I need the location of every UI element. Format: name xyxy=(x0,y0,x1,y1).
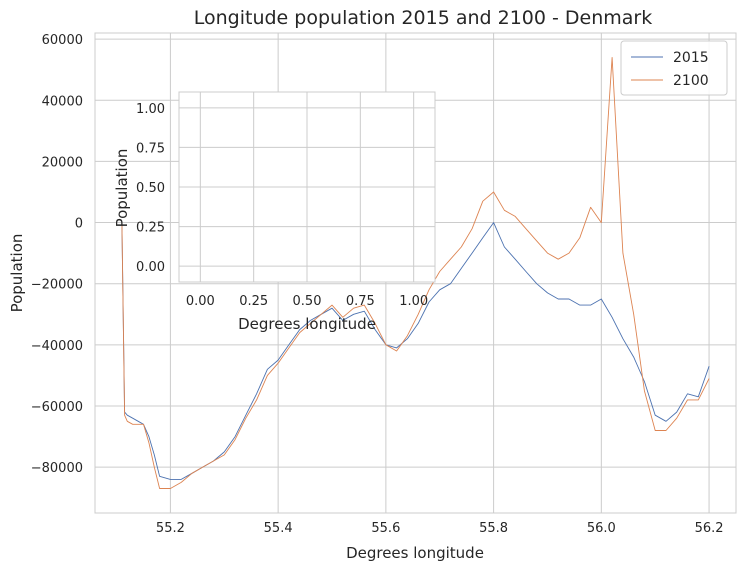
main-y-tick-label: −40000 xyxy=(31,339,83,354)
main-y-axis-label: Population xyxy=(8,234,26,313)
inset-y-tick-label: 0.00 xyxy=(136,260,165,275)
inset-y-tick-label: 1.00 xyxy=(136,102,165,117)
inset-y-tick-label: 0.50 xyxy=(136,181,165,196)
legend: 2015 2100 xyxy=(620,40,728,96)
series-line-2015 xyxy=(121,222,710,480)
inset-y-tick-label: 0.75 xyxy=(136,141,165,156)
inset-tick-labels: 0.00 0.25 0.50 0.75 1.00 0.00 0.25 0.50 0.75 1.00 xyxy=(136,102,428,309)
main-y-tick-label: −60000 xyxy=(31,400,83,415)
inset-y-axis-label: Population xyxy=(113,149,131,228)
inset-x-axis-label: Degrees longitude xyxy=(238,315,376,333)
inset-x-tick-label: 0.50 xyxy=(293,294,322,309)
main-y-tick-label: 20000 xyxy=(42,155,83,170)
inset-grid xyxy=(179,92,435,282)
main-series-lines xyxy=(121,57,710,489)
main-plot-frame xyxy=(94,32,737,514)
chart-title: Longitude population 2015 and 2100 - Den… xyxy=(194,7,652,29)
inset-x-tick-label: 0.75 xyxy=(346,294,375,309)
main-y-tick-label: 0 xyxy=(75,217,83,232)
legend-label-2015: 2015 xyxy=(673,50,709,66)
main-tick-labels: 55.2 55.4 55.6 55.8 56.0 56.2 −80000 −60000 −400… xyxy=(31,33,724,536)
main-x-tick-label: 55.8 xyxy=(479,521,508,536)
legend-box xyxy=(620,40,728,96)
inset-x-tick-label: 0.00 xyxy=(186,294,215,309)
main-x-tick-label: 55.4 xyxy=(264,521,293,536)
main-x-tick-label: 55.6 xyxy=(371,521,400,536)
series-line-2100 xyxy=(121,57,710,489)
main-y-tick-label: 60000 xyxy=(42,33,83,48)
inset-y-tick-label: 0.25 xyxy=(136,221,165,236)
legend-label-2100: 2100 xyxy=(673,73,709,89)
main-x-tick-label: 55.2 xyxy=(156,521,185,536)
inset-axes: 0.00 0.25 0.50 0.75 1.00 0.00 0.25 0.50 0.75 1.00… xyxy=(113,91,436,333)
inset-x-tick-label: 0.25 xyxy=(239,294,268,309)
main-y-tick-label: 40000 xyxy=(42,94,83,109)
main-x-tick-label: 56.2 xyxy=(695,521,724,536)
main-y-tick-label: −80000 xyxy=(31,461,83,476)
main-x-axis-label: Degrees longitude xyxy=(346,544,484,562)
main-x-tick-label: 56.0 xyxy=(587,521,616,536)
main-y-tick-label: −20000 xyxy=(31,278,83,293)
inset-x-tick-label: 1.00 xyxy=(399,294,428,309)
